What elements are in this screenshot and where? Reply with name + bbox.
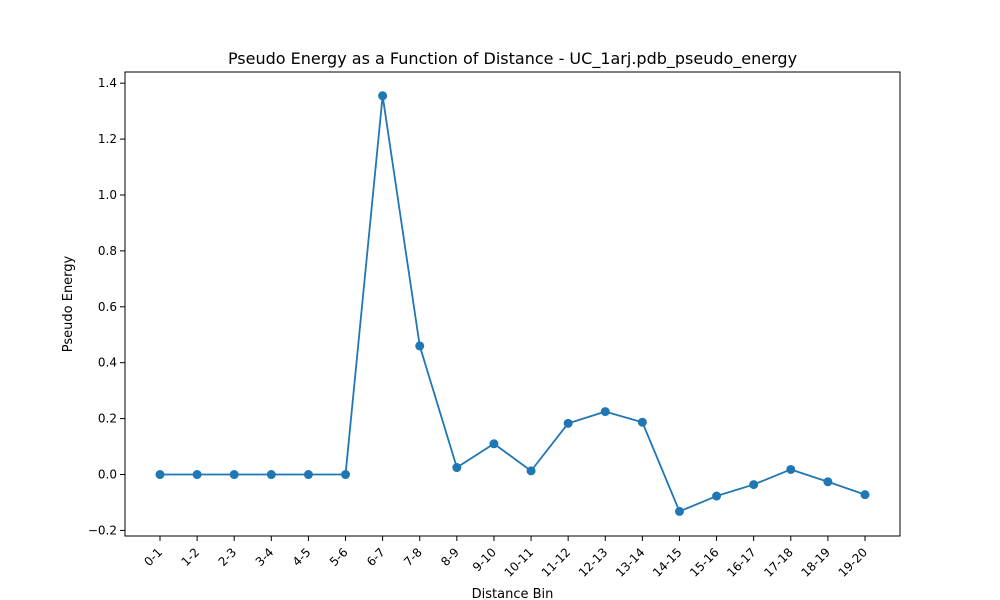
y-tick-label: 0.8 bbox=[98, 244, 117, 258]
data-point bbox=[563, 418, 573, 428]
y-tick-label: 0.2 bbox=[98, 412, 117, 426]
data-point bbox=[415, 341, 425, 351]
data-point bbox=[489, 439, 499, 449]
data-point bbox=[712, 491, 722, 501]
data-point bbox=[674, 506, 684, 516]
axes-frame bbox=[124, 71, 901, 537]
y-tick-label: 1.2 bbox=[98, 132, 117, 146]
data-point bbox=[303, 470, 313, 480]
data-point bbox=[786, 464, 796, 474]
x-axis-label: Distance Bin bbox=[472, 587, 554, 600]
y-tick-label: 1.4 bbox=[98, 76, 117, 90]
data-point bbox=[860, 490, 870, 500]
series-line bbox=[160, 94, 866, 513]
data-point bbox=[341, 470, 351, 480]
data-point bbox=[749, 480, 759, 490]
data-point bbox=[378, 91, 388, 101]
data-point bbox=[600, 407, 610, 417]
plot-area bbox=[124, 71, 901, 537]
y-tick-label: 0.4 bbox=[98, 356, 117, 370]
y-axis: −0.2 0.0 0.2 0.4 0.6 0.8 1.0 1.2 1.4 bbox=[88, 76, 125, 537]
series-layer bbox=[155, 91, 870, 516]
chart-title: Pseudo Energy as a Function of Distance … bbox=[228, 49, 797, 69]
y-tick-label: 0.6 bbox=[98, 300, 117, 314]
y-axis-label: Pseudo Energy bbox=[61, 255, 76, 352]
data-point bbox=[452, 463, 462, 473]
data-point bbox=[823, 477, 833, 487]
data-point bbox=[266, 470, 276, 480]
data-point bbox=[637, 417, 647, 427]
y-tick-label: 1.0 bbox=[98, 188, 117, 202]
data-point bbox=[526, 466, 536, 476]
data-point bbox=[192, 470, 202, 480]
y-tick-label: 0.0 bbox=[98, 468, 117, 482]
data-point bbox=[229, 470, 239, 480]
data-point bbox=[155, 470, 165, 480]
y-tick-label: −0.2 bbox=[88, 523, 117, 537]
